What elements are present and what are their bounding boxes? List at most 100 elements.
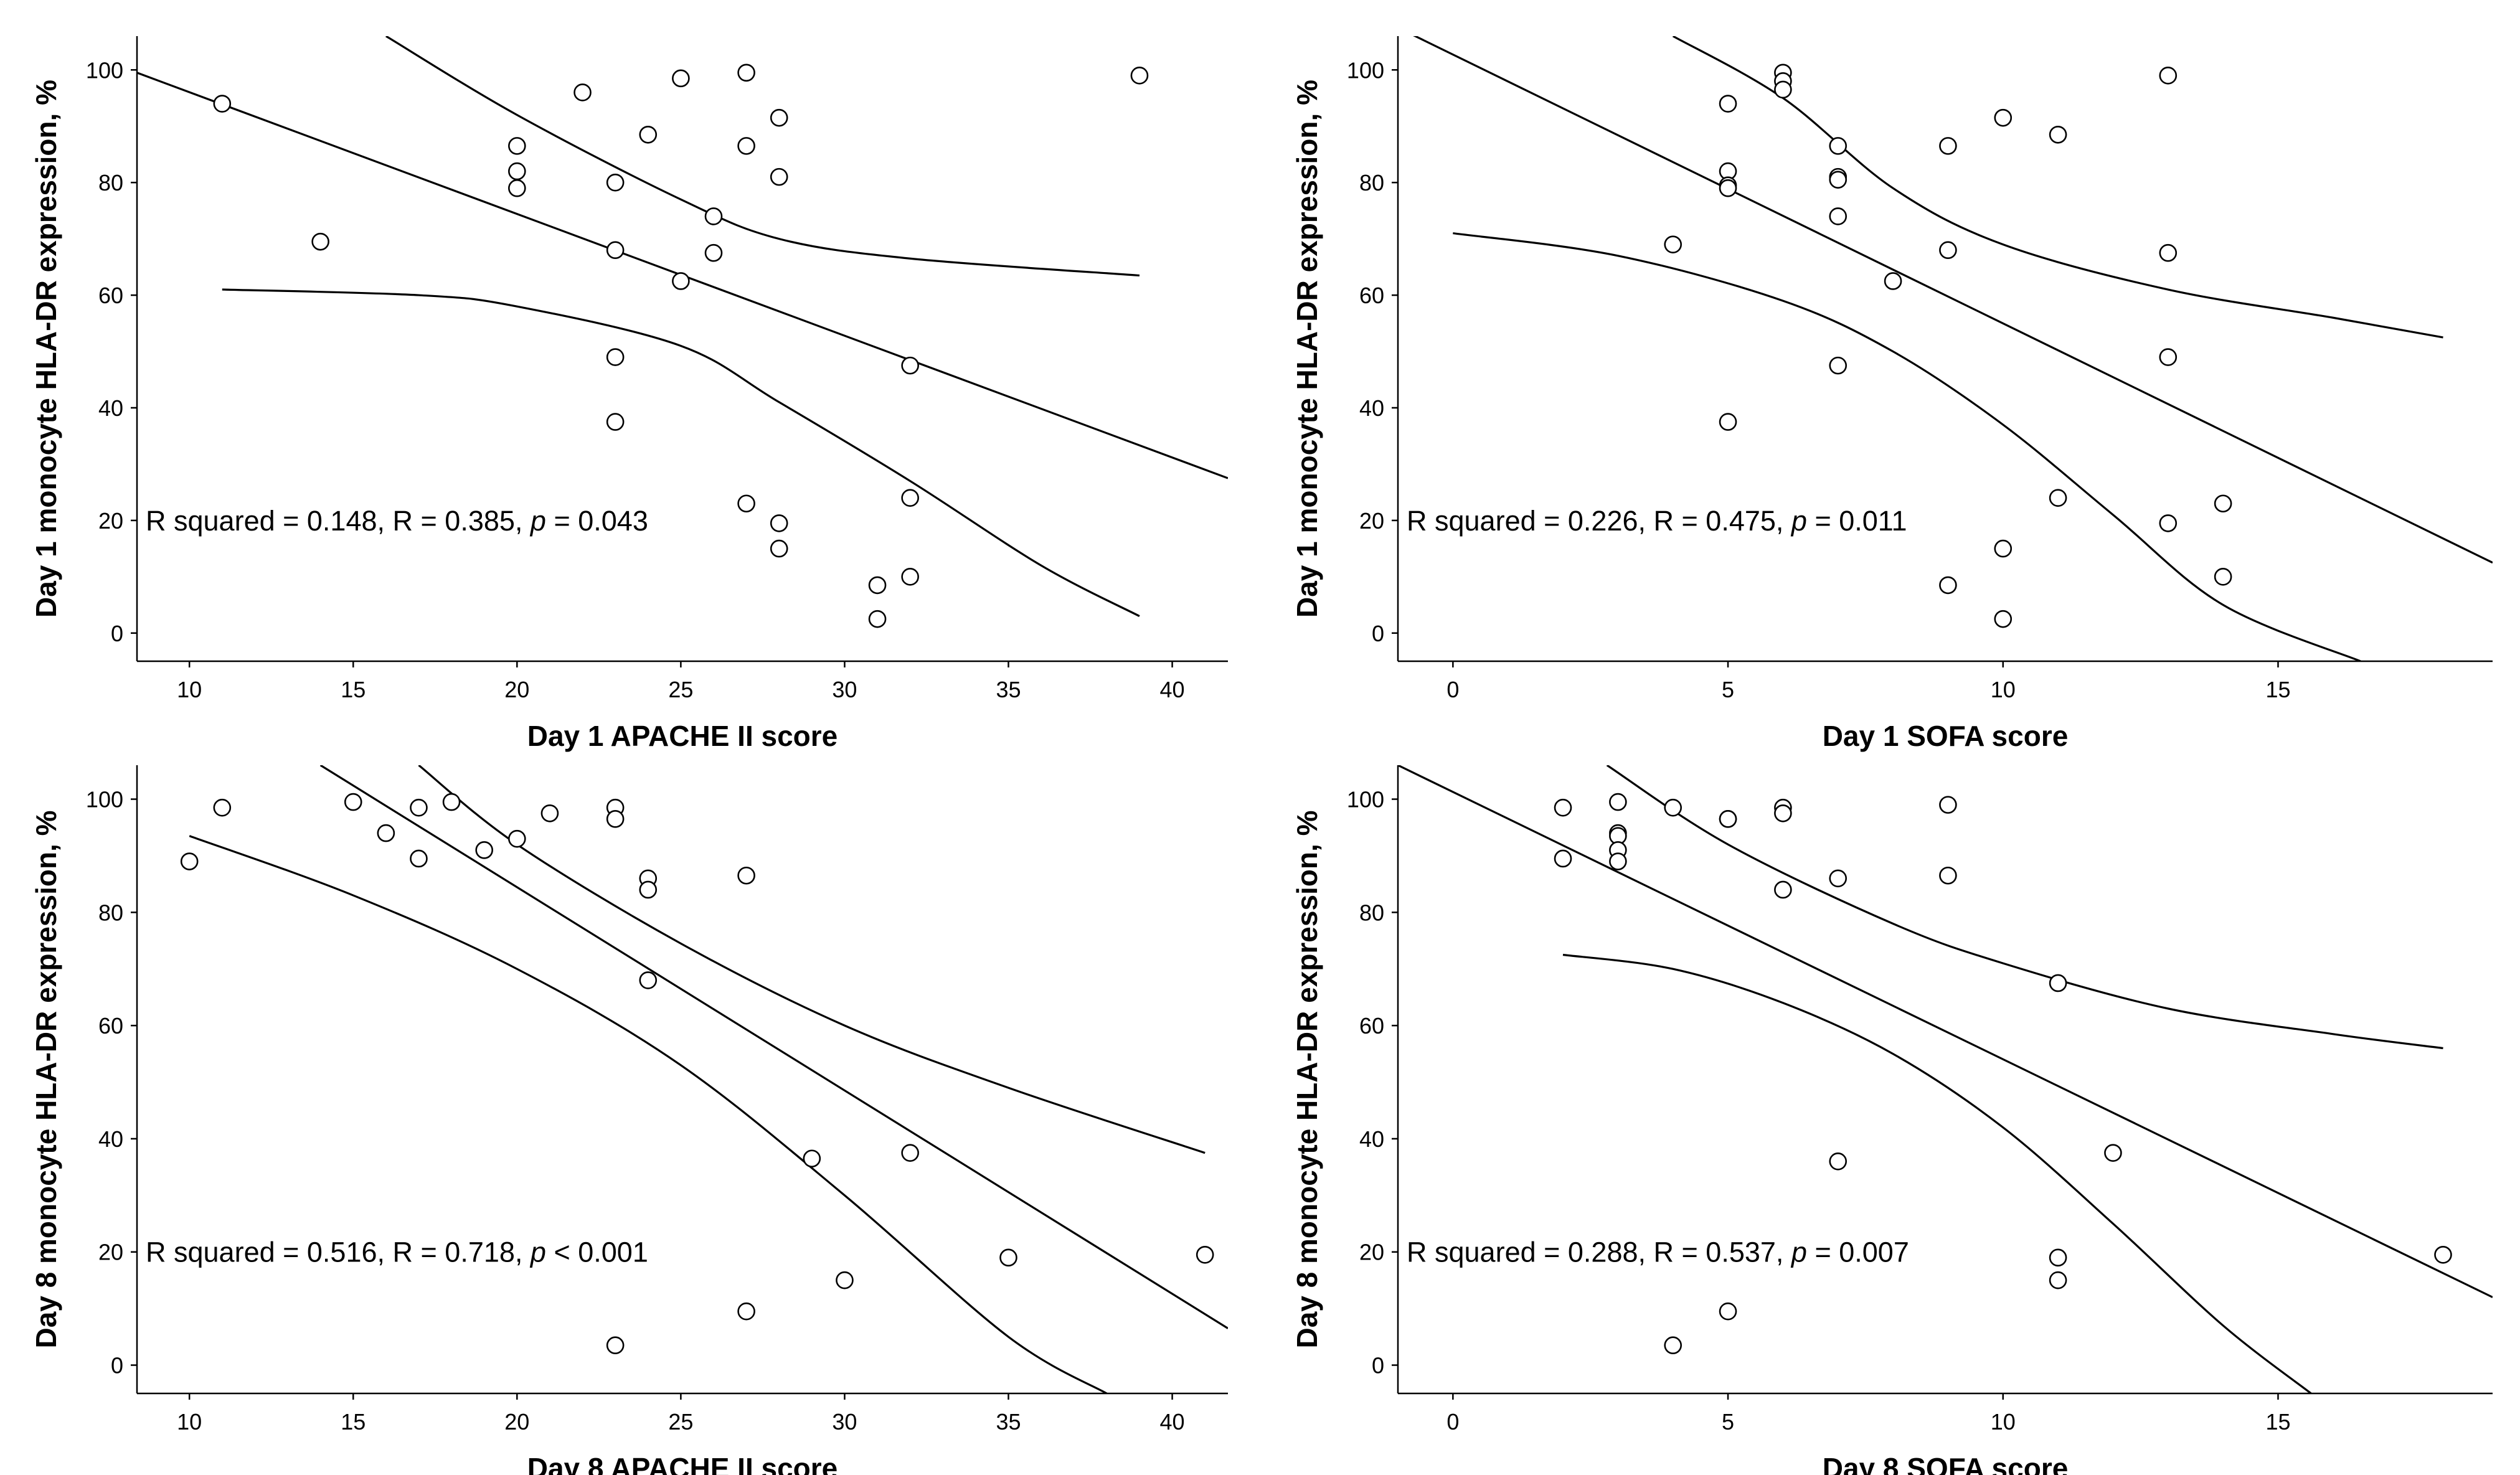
data-point <box>672 272 690 290</box>
x-axis-title: Day 8 APACHE II score <box>527 1452 838 1475</box>
x-axis-title: Day 1 APACHE II score <box>527 720 838 752</box>
x-tick-label: 15 <box>341 677 366 702</box>
data-point <box>1829 356 1848 375</box>
data-point <box>1609 793 1627 811</box>
data-point <box>1664 798 1682 817</box>
panel-top-right: 0 5 10 15 0 20 40 60 80 100 Day 1 SOFA score Day 1 … <box>1291 36 2493 752</box>
data-point <box>868 610 887 628</box>
data-point <box>1719 95 1737 113</box>
stats-p-symbol: p <box>1790 1237 1807 1268</box>
data-point <box>1664 235 1682 253</box>
stats-prefix: R squared = 0.226, R = 0.475, <box>1407 505 1791 537</box>
y-tick-label: 40 <box>98 1126 123 1152</box>
data-point <box>2049 125 2067 144</box>
data-point <box>1829 137 1848 155</box>
data-point <box>213 798 232 817</box>
data-point <box>606 348 625 366</box>
data-point <box>1719 1302 1737 1321</box>
data-point <box>1774 80 1792 99</box>
y-tick-label: 60 <box>98 283 123 308</box>
y-tick-label: 20 <box>1359 508 1384 534</box>
y-axis-title: Day 8 monocyte HLA-DR expression, % <box>1291 810 1323 1348</box>
data-point <box>606 1336 625 1355</box>
data-point <box>770 539 788 558</box>
data-point <box>2049 1248 2067 1267</box>
data-point <box>639 125 658 144</box>
ci-lower-line <box>189 835 1108 1393</box>
x-axis-title: Day 1 SOFA score <box>1823 720 2069 752</box>
fit-line <box>319 765 1228 1329</box>
data-point <box>737 494 755 513</box>
stats-annotation: R squared = 0.226, R = 0.475, p = 0.011 <box>1407 505 1907 537</box>
y-tick-label: 80 <box>1359 900 1384 925</box>
panel-bottom-right: 0 5 10 15 0 20 40 60 80 100 Day 8 SOFA score Day 8 … <box>1291 765 2493 1475</box>
x-tick-label: 25 <box>668 677 693 702</box>
stats-prefix: R squared = 0.516, R = 0.718, <box>146 1237 531 1268</box>
data-point <box>1664 1336 1682 1355</box>
y-axis-title: Day 1 monocyte HLA-DR expression, % <box>30 80 62 618</box>
x-tick-label: 0 <box>1446 677 1459 702</box>
data-point <box>508 179 526 197</box>
data-point <box>1554 849 1572 868</box>
data-point <box>2159 514 2178 532</box>
data-point <box>2214 494 2232 513</box>
y-tick-label: 0 <box>1372 1353 1384 1378</box>
y-tick-label: 100 <box>86 787 123 813</box>
y-tick-label: 40 <box>1359 395 1384 421</box>
y-tick-label: 40 <box>98 395 123 421</box>
data-point <box>672 69 690 88</box>
panel-top-left: 10 15 20 25 30 35 40 0 20 40 60 80 100 Day 1 APACHE I… <box>30 36 1228 752</box>
x-tick-label: 40 <box>1160 677 1185 702</box>
data-point <box>1829 207 1848 225</box>
regression-lines <box>1398 765 2493 1393</box>
data-point <box>540 804 559 822</box>
data-point <box>606 413 625 431</box>
stats-prefix: R squared = 0.148, R = 0.385, <box>146 505 531 537</box>
data-point <box>2159 67 2178 85</box>
data-point <box>901 1144 919 1162</box>
y-tick-label: 0 <box>111 1353 123 1378</box>
stats-p-value: = 0.011 <box>1807 505 1907 537</box>
ci-lower-line <box>1453 232 2361 661</box>
data-point <box>1939 137 1957 155</box>
data-point <box>868 576 887 595</box>
data-point <box>1994 108 2013 127</box>
data-point <box>2049 489 2067 507</box>
data-point <box>410 798 428 817</box>
data-point <box>508 829 526 848</box>
data-point <box>770 108 788 127</box>
data-point <box>1719 810 1737 828</box>
stats-p-value: = 0.007 <box>1807 1237 1909 1268</box>
data-point <box>1130 67 1149 85</box>
data-point <box>2434 1245 2452 1264</box>
data-point <box>1609 852 1627 870</box>
data-point <box>2159 348 2178 366</box>
data-point <box>410 849 428 868</box>
y-tick-label: 80 <box>98 170 123 196</box>
stats-p-value: = 0.043 <box>546 505 648 537</box>
stats-prefix: R squared = 0.288, R = 0.537, <box>1407 1237 1791 1268</box>
data-point <box>803 1149 821 1168</box>
y-tick-label: 80 <box>1359 170 1384 196</box>
data-point <box>377 824 395 842</box>
x-tick-label: 15 <box>341 1409 366 1435</box>
x-tick-label: 10 <box>1991 1409 2016 1435</box>
data-point <box>1829 1152 1848 1171</box>
data-points <box>1554 793 2452 1355</box>
stats-annotation: R squared = 0.148, R = 0.385, p = 0.043 <box>146 505 648 537</box>
x-tick-label: 0 <box>1446 1409 1459 1435</box>
data-point <box>2049 1271 2067 1289</box>
data-point <box>737 866 755 885</box>
data-point <box>836 1271 854 1289</box>
x-tick-label: 20 <box>504 1409 529 1435</box>
data-point <box>508 137 526 155</box>
x-tick-label: 30 <box>832 1409 857 1435</box>
data-point <box>1994 610 2013 628</box>
data-point <box>901 356 919 375</box>
panel-bottom-left: 10 15 20 25 30 35 40 0 20 40 60 80 100 Day 8 APACHE I… <box>30 765 1228 1475</box>
data-points <box>1664 64 2232 628</box>
data-points <box>180 793 1214 1355</box>
y-tick-label: 20 <box>98 1240 123 1265</box>
stats-annotation: R squared = 0.516, R = 0.718, p < 0.001 <box>146 1237 648 1268</box>
